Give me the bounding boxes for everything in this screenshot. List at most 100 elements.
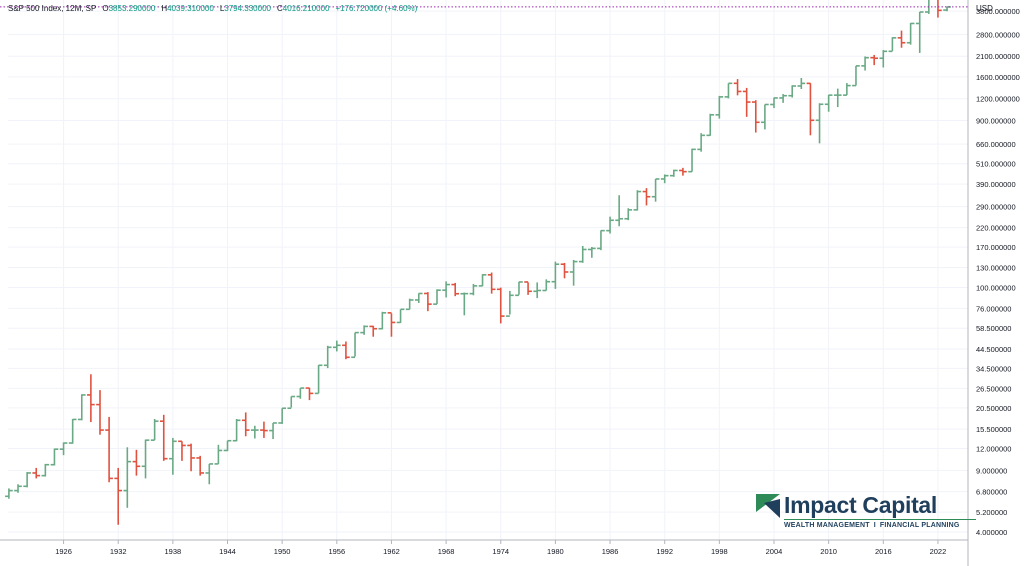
ohlc-bar [551, 261, 560, 289]
ohlc-bar [169, 437, 177, 475]
ohlc-bar [606, 216, 614, 234]
ohlc-bar [624, 208, 633, 221]
ohlc-bar [5, 488, 13, 499]
ohlc-bar [888, 37, 897, 53]
ohlc-bar [542, 279, 551, 292]
ohlc-bars [5, 0, 951, 525]
ohlc-bar [633, 190, 642, 211]
open-label: O [102, 4, 109, 13]
price-tick-label: 58.500000 [976, 324, 1011, 333]
ohlc-bar [96, 390, 104, 435]
ohlc-bar [232, 419, 241, 442]
currency-label: USD [976, 4, 993, 13]
ohlc-bar [50, 448, 59, 466]
price-tick-label: 20.500000 [976, 404, 1011, 413]
ohlc-bar [660, 174, 669, 184]
ohlc-bar [178, 440, 186, 461]
ohlc-bar [879, 50, 888, 68]
ohlc-bar [451, 282, 460, 297]
logo-divider [784, 519, 976, 520]
low-label: L [219, 4, 225, 13]
ohlc-bar [159, 414, 168, 461]
ohlc-bar [715, 95, 724, 119]
low-value: 3794.330000 [224, 4, 271, 13]
time-tick-label: 2016 [875, 547, 892, 556]
ohlc-bar [105, 416, 113, 483]
price-tick-label: 3800.000000 [976, 7, 1020, 16]
ohlc-bar [870, 54, 879, 66]
ohlc-bar [214, 444, 223, 465]
price-tick-label: 9.000000 [976, 466, 1007, 475]
ohlc-bar [506, 290, 514, 317]
ohlc-bar [351, 331, 359, 359]
high-value: 4039.310000 [167, 4, 214, 13]
price-tick-label: 900.000000 [976, 117, 1016, 126]
ohlc-bar [478, 274, 487, 287]
ohlc-bar [597, 229, 605, 251]
price-tick-label: 26.500000 [976, 384, 1011, 393]
ohlc-bar [487, 272, 496, 294]
ohlc-bar [360, 325, 368, 335]
ohlc-bar [751, 100, 760, 133]
ohlc-bar [852, 65, 860, 87]
ohlc-bar [833, 88, 842, 108]
ohlc-bar [278, 407, 286, 424]
time-tick-label: 1956 [328, 547, 345, 556]
price-tick-label: 6.800000 [976, 488, 1007, 497]
ohlc-bar [915, 11, 924, 53]
ohlc-bar [114, 467, 123, 525]
ohlc-bar [414, 292, 423, 303]
ohlc-bar [615, 195, 623, 227]
ohlc-bar [861, 56, 869, 71]
ohlc-bar [405, 298, 414, 311]
high-label: H [161, 4, 168, 13]
ohlc-bar [424, 292, 432, 312]
ohlc-bar [251, 425, 259, 439]
time-tick-label: 1980 [547, 547, 564, 556]
time-tick-label: 1950 [274, 547, 291, 556]
ohlc-bar [815, 103, 824, 144]
price-tick-label: 44.500000 [976, 345, 1011, 354]
ohlc-bar [469, 283, 478, 296]
price-tick-label: 12.000000 [976, 445, 1011, 454]
price-tick-label: 34.500000 [976, 364, 1011, 373]
ohlc-bar [332, 340, 341, 352]
price-tick-label: 100.000000 [976, 283, 1016, 292]
price-tick-label: 170.000000 [976, 243, 1016, 252]
ohlc-bar [925, 0, 930, 14]
ohlc-bar [442, 281, 450, 298]
ohlc-bar [314, 364, 323, 395]
legend-header: S&P 500 Index, 12M, SP O3853.290000 H4039.… [8, 2, 417, 16]
ohlc-bar [651, 178, 660, 202]
ohlc-bar [187, 443, 195, 472]
time-tick-label: 1992 [656, 547, 673, 556]
logo-tag-separator: I [873, 522, 876, 529]
ohlc-bar [906, 22, 915, 45]
ohlc-bar [369, 325, 378, 337]
price-tick-label: 4.000000 [976, 528, 1007, 537]
ohlc-bar [223, 439, 232, 452]
price-tick-label: 2800.000000 [976, 30, 1020, 39]
ohlc-bar [68, 418, 77, 444]
ohlc-bar [524, 281, 532, 295]
ohlc-bar [287, 395, 296, 410]
ohlc-bar [761, 103, 769, 130]
ohlc-bar [342, 341, 350, 360]
ohlc-bar [588, 246, 596, 258]
price-tick-label: 510.000000 [976, 160, 1016, 169]
ohlc-bar [560, 262, 569, 279]
time-tick-label: 1974 [492, 547, 509, 556]
grid [8, 0, 968, 540]
ohlc-bar [697, 133, 705, 152]
time-tick-label: 1962 [383, 547, 400, 556]
ohlc-bar [23, 472, 31, 488]
ohlc-bar [770, 97, 778, 109]
ohlc-bar [150, 419, 159, 441]
ohlc-bar [41, 463, 50, 477]
price-tick-label: 5.200000 [976, 508, 1007, 517]
ohlc-bar [742, 87, 751, 117]
ohlc-bar [241, 412, 250, 437]
